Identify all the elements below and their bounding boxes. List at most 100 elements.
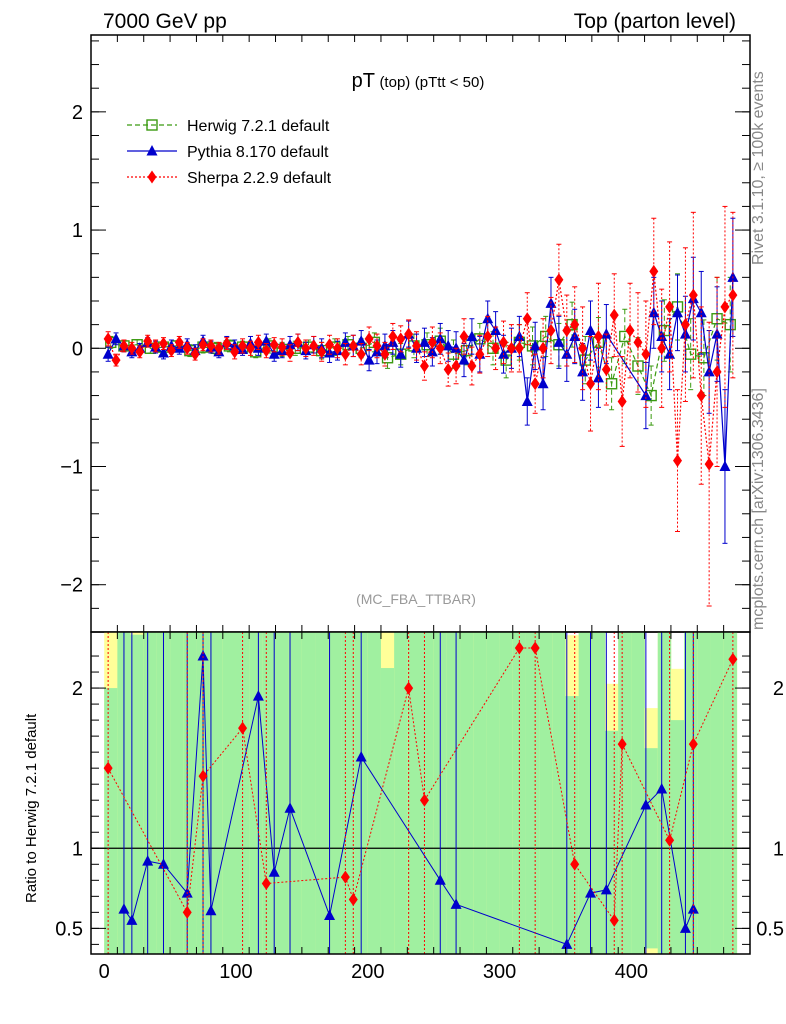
header-left: 7000 GeV pp (103, 10, 227, 33)
ratio-y-tick-label: 2 (72, 678, 83, 700)
data-point (561, 348, 573, 359)
legend-label: Pythia 8.170 default (187, 144, 329, 161)
ratio-ylabel: Ratio to Herwig 7.2.1 default (23, 713, 40, 903)
y-tick-label: 0 (72, 338, 83, 360)
data-point (720, 300, 730, 314)
data-point (711, 328, 723, 339)
series-2 (103, 205, 738, 607)
ratio-point (142, 855, 154, 866)
data-point (672, 306, 684, 318)
ratio-point (688, 737, 698, 751)
ratio-frame (90, 631, 751, 955)
ratio-point (561, 938, 573, 949)
data-point (649, 264, 659, 278)
ratio-point (656, 782, 668, 794)
ratio-point (617, 737, 627, 751)
data-point (537, 377, 549, 389)
data-point (570, 318, 580, 332)
ratio-y-tick-label-right: 2 (773, 678, 784, 700)
series-1 (102, 217, 739, 544)
data-point (260, 335, 272, 346)
data-point (466, 330, 478, 341)
data-point (427, 335, 437, 349)
data-point (696, 389, 706, 403)
data-point (419, 359, 429, 373)
data-point (450, 342, 462, 353)
data-point (617, 394, 627, 408)
data-point (253, 335, 263, 349)
x-tick-label: 400 (615, 961, 648, 983)
data-point (396, 332, 406, 346)
data-point (309, 339, 319, 353)
ratio-point (404, 681, 414, 695)
ratio-axes: 0.5 0.5 1 1 2 2 0 100 200 300 400 (55, 632, 784, 983)
ratio-point (157, 858, 169, 869)
data-point (514, 341, 524, 355)
ratio-point (600, 883, 612, 895)
data-point (151, 339, 161, 353)
ratio-point (419, 793, 429, 807)
ratio-point (340, 870, 350, 884)
ratio-point (530, 641, 540, 655)
ratio-y-tick-label-right: 1 (773, 838, 784, 860)
main-axes: −2 −1 0 1 2 (60, 35, 750, 633)
side-label-mcplots: mcplots.cern.ch [arXiv:1306.3436] (750, 388, 767, 630)
data-point (490, 324, 502, 336)
band-inner (710, 632, 724, 954)
data-point (435, 341, 445, 355)
data-point (625, 324, 635, 338)
data-point (688, 288, 698, 302)
band-inner (394, 632, 408, 954)
band-inner (552, 632, 566, 954)
data-point (442, 339, 454, 351)
data-point (127, 341, 137, 355)
data-point (483, 329, 493, 343)
data-point (102, 348, 114, 359)
data-point (190, 347, 200, 361)
ratio-y-tick-label-right: 0.5 (756, 918, 784, 940)
ratio-point (665, 833, 675, 847)
data-point (340, 347, 350, 361)
data-point (633, 335, 643, 349)
data-point (230, 345, 240, 359)
title-main: pT (352, 70, 375, 92)
band-inner (486, 632, 500, 954)
band-inner (367, 632, 382, 954)
data-point (475, 347, 485, 361)
band-inner (183, 632, 197, 954)
data-point (135, 345, 145, 359)
data-point (166, 344, 176, 358)
band-inner (143, 632, 158, 954)
band-inner (328, 632, 342, 954)
data-point (704, 457, 714, 471)
band-inner (631, 632, 645, 954)
data-point (506, 341, 516, 355)
ratio-point (198, 769, 208, 783)
data-point (609, 308, 619, 322)
data-point (554, 273, 564, 287)
data-point (553, 336, 565, 347)
ratio-point (514, 641, 524, 655)
data-point (339, 336, 351, 347)
band-inner (275, 632, 289, 954)
band-inner (380, 668, 395, 954)
ratio-y-tick-label: 0.5 (55, 918, 83, 940)
data-point (459, 329, 469, 343)
band-inner (209, 632, 224, 954)
ratio-point (268, 866, 280, 877)
band-inner (104, 688, 118, 954)
data-point (119, 339, 129, 353)
data-point (673, 454, 683, 468)
data-point (412, 339, 422, 353)
ratio-point (609, 913, 619, 927)
legend-marker (147, 170, 157, 184)
ratio-series-1 (103, 632, 738, 954)
band-inner (249, 632, 263, 954)
series-0 (105, 273, 736, 426)
ratio-point (355, 750, 367, 762)
ratio-data-layer (91, 632, 750, 954)
data-point (467, 359, 477, 373)
data-point (491, 341, 501, 355)
band-inner (460, 632, 474, 954)
band-inner (315, 632, 329, 954)
